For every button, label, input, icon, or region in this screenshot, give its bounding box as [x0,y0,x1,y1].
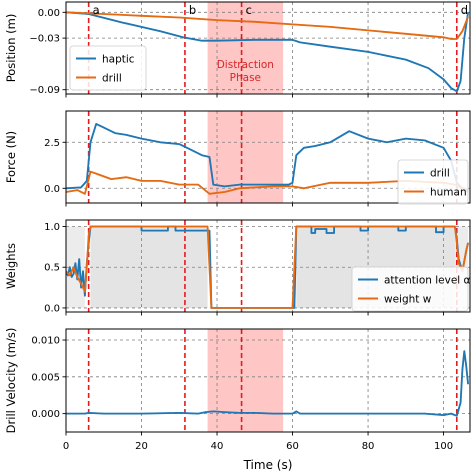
distraction-phase-label: Phase [230,72,261,84]
legend-entry: drill [430,168,450,180]
x-tick-label: 60 [286,441,299,452]
distraction-phase-span [207,2,284,94]
legend-weights: attention level α weight w [351,266,471,312]
y-tick-label: 0.000 [31,409,60,420]
y-tick-label: 0.010 [31,336,60,347]
x-tick-label: 0 [63,441,69,452]
y-axis-label: Weights [4,243,18,289]
y-axis-label: Position (m) [4,14,18,83]
y-tick-label: 0.5 [44,263,60,274]
series-line-force-1 [66,170,469,195]
y-axis-label: Force (N) [4,131,18,183]
legend-box [397,159,469,205]
panel-frame [65,110,471,204]
x-tick-label: 20 [135,441,148,452]
legend-box [69,45,147,91]
legend-entry: haptic [102,54,135,66]
y-tick-label: 0.00 [38,8,60,19]
legend-entry: weight w [384,294,432,306]
legend-box [351,266,469,312]
series-line-position-0 [66,11,469,93]
distraction-phase-label: Distraction [217,59,274,71]
y-axis-label: Drill Velocity (m/s) [4,328,18,434]
panel-frame [65,1,471,95]
event-label: b [189,3,196,17]
series-line-weights-1 [66,225,469,309]
y-tick-label: 2.5 [44,138,60,149]
x-tick-label: 100 [434,441,453,452]
legend-entry: attention level α [384,275,471,287]
distraction-phase-span [207,111,284,203]
y-tick-label: 0.0 [44,184,60,195]
y-tick-label: 0.0 [44,303,60,314]
y-tick-label: −0.09 [29,85,60,96]
x-tick-label: 40 [211,441,224,452]
legend-entry: human [430,187,467,199]
legend-position: haptic drill [69,45,147,91]
y-tick-label: 1.0 [44,222,60,233]
y-tick-label: −0.03 [29,34,60,45]
series-line-position-1 [66,11,469,40]
panel-frame [65,219,471,313]
event-label: a [93,3,100,17]
panel-frame [65,328,471,433]
y-tick-label: 0.005 [31,372,60,383]
distraction-phase-span [207,329,284,432]
series-line-force-0 [66,123,469,191]
x-tick-label: 80 [362,441,375,452]
x-axis-label: Time (s) [243,458,293,472]
event-label: c [246,3,252,17]
series-line-velocity-0 [66,350,469,417]
legend-entry: drill [102,73,122,85]
event-label: d [461,3,468,17]
legend-force: drill human [397,159,469,205]
